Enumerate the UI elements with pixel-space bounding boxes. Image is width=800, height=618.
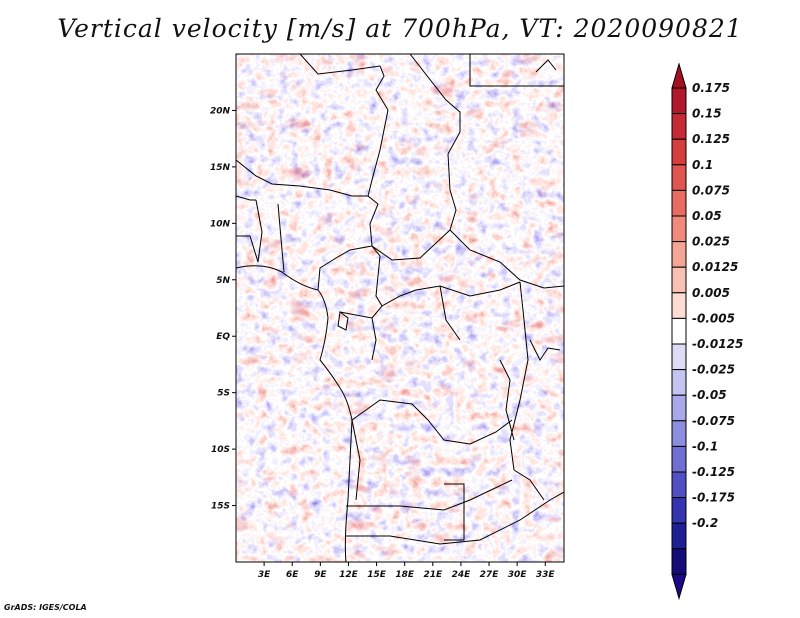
- colorbar-label: 0.175: [692, 81, 730, 95]
- colorbar-label: -0.025: [692, 363, 735, 377]
- map-frame: [235, 53, 565, 563]
- colorbar-bottom-arrow: [671, 573, 687, 601]
- colorbar-label: 0.15: [692, 107, 722, 121]
- lat-tick-label: 15S: [211, 502, 230, 512]
- colorbar-label: -0.1: [692, 439, 718, 453]
- lon-axis: 3E 6E 9E 12E 15E 18E 21E 24E 27E 30E 33E: [258, 562, 556, 580]
- lat-tick-label: 15N: [210, 163, 231, 173]
- colorbar-label: -0.05: [692, 388, 727, 402]
- colorbar-label: -0.075: [692, 414, 735, 428]
- lat-tick-label: 5S: [217, 389, 230, 399]
- lon-tick-label: 24E: [452, 570, 472, 580]
- colorbar-swatch: [671, 497, 687, 524]
- colorbar-label: 0.05: [692, 209, 722, 223]
- grads-footer: GrADS: IGES/COLA: [4, 603, 87, 612]
- colorbar-swatch: [671, 241, 687, 268]
- colorbar-label: -0.175: [692, 491, 735, 505]
- lat-tick-label: 5N: [216, 276, 230, 286]
- colorbar-swatch: [671, 164, 687, 191]
- lon-tick-label: 21E: [423, 570, 443, 580]
- lon-tick-label: 6E: [286, 570, 299, 580]
- colorbar-label: 0.125: [692, 132, 730, 146]
- colorbar-swatch: [671, 420, 687, 447]
- colorbar-label: -0.005: [692, 311, 735, 325]
- colorbar-swatch: [671, 548, 687, 575]
- colorbar-swatch: [671, 369, 687, 396]
- lat-tick-label: 10N: [210, 219, 231, 229]
- colorbar-swatch: [671, 343, 687, 371]
- lon-tick-label: 12E: [339, 570, 359, 580]
- chart-title: Vertical velocity [m/s] at 700hPa, VT: 2…: [57, 14, 743, 43]
- colorbar-swatch: [671, 522, 687, 550]
- lat-axis: 20N 15N 10N 5N EQ 5S 10S 15S: [210, 106, 236, 512]
- country-borders: [236, 54, 564, 562]
- lon-tick-label: 9E: [314, 570, 327, 580]
- lon-tick-label: 3E: [258, 570, 271, 580]
- colorbar-swatch: [671, 87, 687, 115]
- colorbar-swatch: [671, 394, 687, 422]
- colorbar-label: 0.0125: [692, 260, 738, 274]
- colorbar-label: 0.025: [692, 235, 730, 249]
- colorbar-swatch: [671, 317, 687, 345]
- colorbar-swatch: [671, 471, 687, 499]
- colorbar-swatch: [671, 215, 687, 243]
- colorbar-swatch: [671, 445, 687, 473]
- colorbar-swatch: [671, 138, 687, 166]
- colorbar-swatch: [671, 292, 687, 319]
- colorbar-label: -0.0125: [692, 337, 743, 351]
- colorbar-label: -0.125: [692, 465, 735, 479]
- colorbar: 0.175 0.15 0.125 0.1 0.075 0.05 0.025 0.0125 0.0…: [671, 62, 743, 601]
- colorbar-label: 0.1: [692, 158, 713, 172]
- colorbar-label: 0.005: [692, 286, 730, 300]
- lat-tick-label: 10S: [211, 445, 230, 455]
- lat-tick-label: EQ: [216, 332, 230, 342]
- colorbar-label: -0.2: [692, 516, 718, 530]
- lon-tick-label: 33E: [536, 570, 556, 580]
- lon-tick-label: 30E: [508, 570, 528, 580]
- lon-tick-label: 15E: [367, 570, 387, 580]
- colorbar-top-arrow: [671, 62, 687, 89]
- lon-tick-label: 18E: [395, 570, 415, 580]
- colorbar-label: 0.075: [692, 183, 730, 197]
- vertical-velocity-field: [236, 54, 564, 562]
- lon-tick-label: 27E: [480, 570, 500, 580]
- colorbar-swatch: [671, 189, 687, 217]
- colorbar-swatch: [671, 266, 687, 294]
- lat-tick-label: 20N: [210, 106, 231, 116]
- colorbar-swatch: [671, 113, 687, 140]
